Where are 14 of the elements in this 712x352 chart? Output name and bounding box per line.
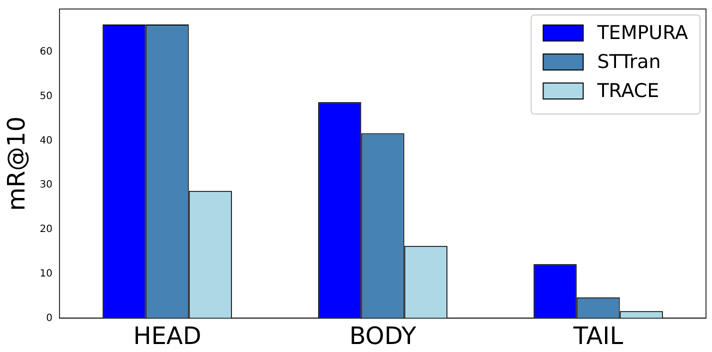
y-axis-title: mR@10 [2, 116, 31, 211]
legend-label: TEMPURA [596, 22, 688, 44]
y-tick-label: 40 [40, 135, 53, 146]
legend-label: TRACE [596, 80, 660, 102]
y-tick-label: 30 [40, 180, 53, 191]
legend-label: STTran [597, 50, 661, 73]
y-tick-label: 0 [46, 312, 53, 324]
y-tick-label: 60 [40, 46, 53, 58]
x-tick-label: TAIL [572, 322, 624, 350]
x-tick-label: BODY [349, 322, 416, 350]
x-tick-label: HEAD [133, 322, 202, 350]
y-tick-label: 20 [40, 224, 53, 236]
y-tick-label: 10 [40, 268, 53, 280]
y-tick-label: 50 [40, 90, 53, 102]
